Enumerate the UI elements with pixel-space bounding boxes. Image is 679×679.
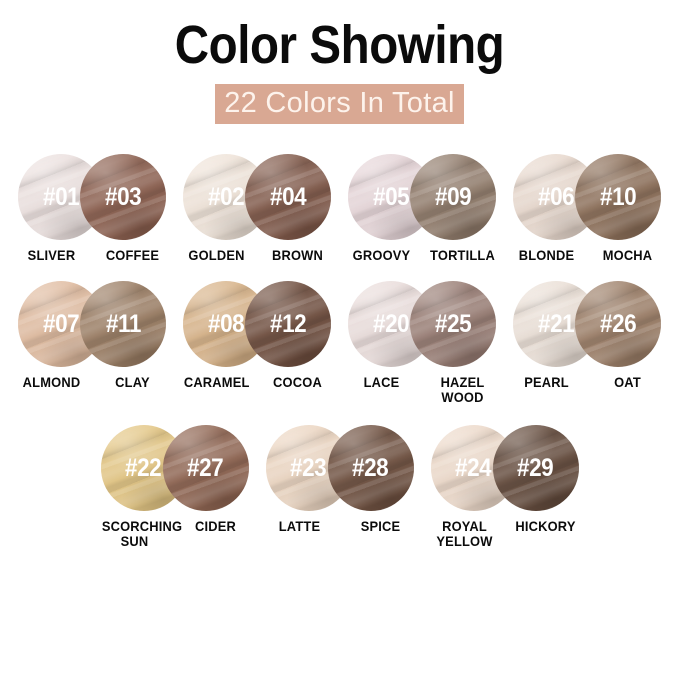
swatch-code: #05: [372, 182, 410, 211]
swatch-rows: #01 #03 SLIVER COFFEE #02 #04 GOLDEN BROWN #05 #0…: [0, 154, 679, 549]
color-swatch-09[interactable]: #09: [410, 154, 496, 240]
swatch-name-10: MOCHA: [602, 247, 653, 263]
swatch-labels: GROOVY TORTILLA: [346, 248, 498, 263]
swatch-labels: CARAMEL COCOA: [181, 375, 333, 390]
swatch-name-27: CIDER: [194, 518, 236, 534]
swatch-code: #23: [290, 453, 327, 482]
swatch-name-05: GROOVY: [352, 247, 411, 263]
swatch-labels: PEARL OAT: [511, 375, 663, 390]
swatch-code: #21: [537, 309, 575, 338]
swatch-circles: #01 #03: [18, 154, 166, 240]
swatch-labels: LACE HAZEL WOOD: [346, 375, 498, 405]
color-swatch-11[interactable]: #11: [80, 281, 166, 367]
swatch-name-20: LACE: [363, 374, 400, 390]
swatch-pair[interactable]: #06 #10 BLONDE MOCHA: [505, 154, 670, 263]
swatch-code: #09: [434, 182, 472, 211]
color-swatch-10[interactable]: #10: [575, 154, 661, 240]
swatch-code: #08: [207, 309, 245, 338]
color-swatch-12[interactable]: #12: [245, 281, 331, 367]
swatch-code: #26: [599, 309, 637, 338]
swatch-labels: BLONDE MOCHA: [511, 248, 663, 263]
swatch-circles: #05 #09: [348, 154, 496, 240]
swatch-row: #07 #11 ALMOND CLAY #08 #12 CARAMEL COCOA #20 #25…: [0, 281, 679, 405]
swatch-labels: LATTE SPICE: [264, 519, 416, 534]
swatch-code: #12: [269, 309, 307, 338]
color-swatch-29[interactable]: #29: [492, 425, 579, 511]
color-swatch-27[interactable]: #27: [162, 425, 249, 511]
swatch-code: #20: [372, 309, 410, 338]
swatch-name-06: BLONDE: [518, 247, 575, 263]
header: Color Showing 22 Colors In Total: [0, 0, 679, 124]
swatch-circles: #22 #27: [100, 425, 249, 511]
page-title: Color Showing: [174, 15, 505, 75]
swatch-circles: #23 #28: [265, 425, 414, 511]
swatch-pair[interactable]: #08 #12 CARAMEL COCOA: [175, 281, 340, 390]
swatch-name-12: COCOA: [273, 374, 322, 390]
swatch-name-26: OAT: [614, 374, 641, 390]
swatch-pair[interactable]: #22 #27 SCORCHING SUN CIDER: [92, 425, 257, 549]
swatch-pair[interactable]: #05 #09 GROOVY TORTILLA: [340, 154, 505, 263]
swatch-code: #04: [269, 182, 307, 211]
swatch-pair[interactable]: #24 #29 ROYAL YELLOW HICKORY: [422, 425, 587, 549]
swatch-circles: #20 #25: [348, 281, 496, 367]
swatch-pair[interactable]: #01 #03 SLIVER COFFEE: [10, 154, 175, 263]
swatch-name-04: BROWN: [271, 247, 324, 263]
swatch-code: #11: [105, 309, 141, 338]
swatch-name-24: ROYAL YELLOW: [435, 518, 493, 549]
swatch-labels: GOLDEN BROWN: [181, 248, 333, 263]
swatch-pair[interactable]: #21 #26 PEARL OAT: [505, 281, 670, 390]
color-swatch-26[interactable]: #26: [575, 281, 661, 367]
swatch-code: #25: [434, 309, 472, 338]
swatch-pair[interactable]: #20 #25 LACE HAZEL WOOD: [340, 281, 505, 405]
swatch-labels: ROYAL YELLOW HICKORY: [429, 519, 581, 549]
swatch-code: #06: [537, 182, 575, 211]
swatch-name-28: SPICE: [360, 518, 400, 534]
swatch-name-29: HICKORY: [514, 518, 576, 534]
swatch-circles: #21 #26: [513, 281, 661, 367]
swatch-code: #10: [599, 182, 637, 211]
swatch-circles: #07 #11: [18, 281, 166, 367]
swatch-code: #24: [455, 453, 492, 482]
swatch-row: #01 #03 SLIVER COFFEE #02 #04 GOLDEN BROWN #05 #0…: [0, 154, 679, 263]
swatch-code: #02: [207, 182, 245, 211]
swatch-pair[interactable]: #23 #28 LATTE SPICE: [257, 425, 422, 534]
swatch-code: #22: [125, 453, 162, 482]
swatch-circles: #06 #10: [513, 154, 661, 240]
swatch-name-02: GOLDEN: [188, 247, 245, 263]
swatch-name-22: SCORCHING SUN: [101, 518, 182, 549]
swatch-name-23: LATTE: [278, 518, 320, 534]
swatch-row: #22 #27 SCORCHING SUN CIDER #23 #28 LATTE SPICE…: [0, 425, 679, 549]
swatch-name-21: PEARL: [524, 374, 569, 390]
color-swatch-25[interactable]: #25: [410, 281, 496, 367]
swatch-circles: #02 #04: [183, 154, 331, 240]
swatch-name-03: COFFEE: [105, 247, 160, 263]
subtitle-container: 22 Colors In Total: [0, 84, 679, 124]
swatch-code: #01: [42, 182, 80, 211]
swatch-circles: #08 #12: [183, 281, 331, 367]
swatch-name-25: HAZEL WOOD: [440, 374, 485, 405]
swatch-code: #27: [187, 453, 224, 482]
swatch-name-11: CLAY: [115, 374, 150, 390]
swatch-name-01: SLIVER: [27, 247, 76, 263]
swatch-labels: SCORCHING SUN CIDER: [99, 519, 251, 549]
swatch-labels: SLIVER COFFEE: [16, 248, 168, 263]
swatch-name-08: CARAMEL: [183, 374, 250, 390]
swatch-circles: #24 #29: [430, 425, 579, 511]
swatch-code: #28: [352, 453, 389, 482]
swatch-labels: ALMOND CLAY: [16, 375, 168, 390]
swatch-name-09: TORTILLA: [430, 247, 495, 263]
color-swatch-28[interactable]: #28: [327, 425, 414, 511]
swatch-pair[interactable]: #07 #11 ALMOND CLAY: [10, 281, 175, 390]
swatch-pair[interactable]: #02 #04 GOLDEN BROWN: [175, 154, 340, 263]
total-colors-banner: 22 Colors In Total: [215, 84, 464, 124]
swatch-name-07: ALMOND: [22, 374, 81, 390]
swatch-code: #03: [104, 182, 142, 211]
swatch-code: #07: [42, 309, 80, 338]
color-swatch-03[interactable]: #03: [80, 154, 166, 240]
swatch-code: #29: [517, 453, 554, 482]
color-swatch-04[interactable]: #04: [245, 154, 331, 240]
